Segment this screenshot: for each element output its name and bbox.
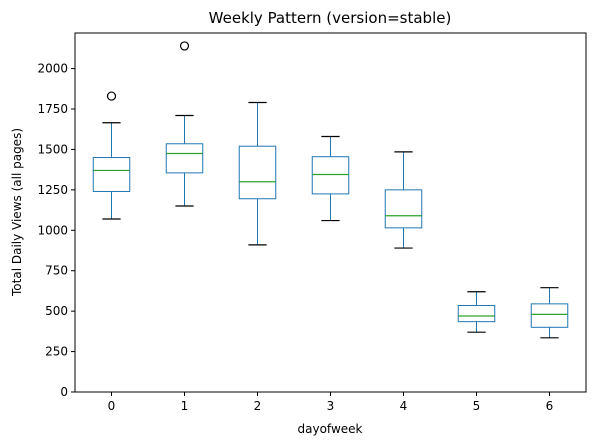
- boxes-layer: [92, 41, 569, 339]
- outlier-point: [106, 91, 117, 101]
- plot-area: 0 250 500 750 1000 1250 1500 1750 2000 0 1 2 3 4 5 6: [37, 32, 587, 413]
- box-group: [530, 287, 569, 339]
- box-iqr: [92, 157, 131, 192]
- x-tick-label: 1: [181, 399, 189, 413]
- y-tick-label: 0: [60, 385, 68, 399]
- y-axis-label: Total Daily Views (all pages): [10, 128, 24, 297]
- y-tick-label: 750: [45, 264, 68, 278]
- x-axis-label: dayofweek: [298, 422, 363, 436]
- box-group: [238, 101, 277, 246]
- x-tick-label: 5: [473, 399, 481, 413]
- box-group: [92, 91, 131, 220]
- box-group: [384, 151, 423, 249]
- x-tick-label: 0: [108, 399, 116, 413]
- x-axis: 0 1 2 3 4 5 6: [108, 392, 554, 413]
- x-tick-label: 4: [400, 399, 408, 413]
- box-group: [165, 41, 204, 207]
- y-tick-label: 1000: [37, 223, 68, 237]
- y-tick-label: 1500: [37, 142, 68, 156]
- y-axis: 0 250 500 750 1000 1250 1500 1750 2000: [37, 62, 75, 399]
- chart-title: Weekly Pattern (version=stable): [209, 9, 452, 27]
- box-group: [457, 291, 496, 333]
- box-iqr: [384, 189, 423, 229]
- box-iqr: [457, 304, 496, 323]
- box-iqr: [311, 156, 350, 195]
- outlier-point: [179, 41, 190, 51]
- box-group: [311, 135, 350, 222]
- y-tick-label: 1750: [37, 102, 68, 116]
- box-iqr: [165, 143, 204, 174]
- y-tick-label: 2000: [37, 62, 68, 76]
- box-iqr: [530, 303, 569, 328]
- box-iqr: [238, 145, 277, 200]
- x-tick-label: 6: [546, 399, 554, 413]
- y-tick-label: 250: [45, 345, 68, 359]
- x-tick-label: 3: [327, 399, 335, 413]
- y-tick-label: 500: [45, 304, 68, 318]
- y-tick-label: 1250: [37, 183, 68, 197]
- x-tick-label: 2: [254, 399, 262, 413]
